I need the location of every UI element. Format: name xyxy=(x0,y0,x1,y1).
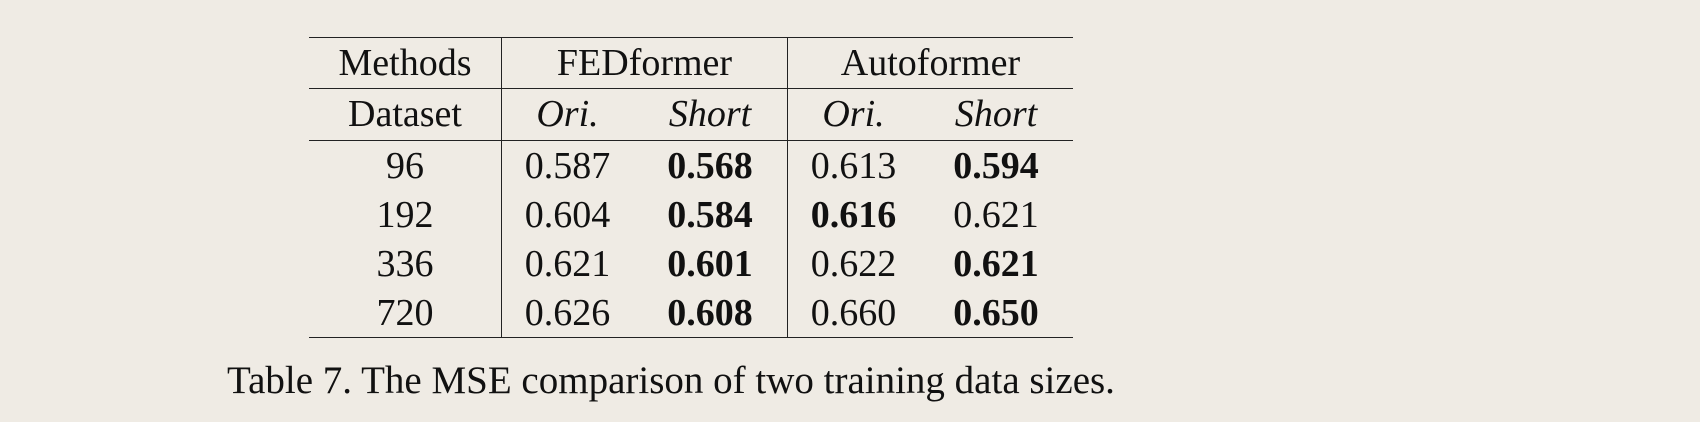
autoformer-group-header: Autoformer xyxy=(787,37,1073,89)
autoformer-ori-cell: 0.622 xyxy=(787,239,919,288)
table-row: 192 0.604 0.584 0.616 0.621 xyxy=(309,190,1073,239)
fedformer-ori-header: Ori. xyxy=(501,88,633,141)
autoformer-ori-header: Ori. xyxy=(787,88,919,141)
autoformer-short-cell: 0.650 xyxy=(919,288,1073,338)
dataset-cell: 336 xyxy=(376,242,434,285)
fedformer-short-cell: 0.608 xyxy=(633,288,788,338)
table-subheader-row: Dataset Ori. Short Ori. Short xyxy=(309,88,1073,141)
fedformer-short-cell: 0.601 xyxy=(667,242,753,285)
autoformer-ori-cell: 0.660 xyxy=(787,288,919,338)
fedformer-ori-cell: 0.587 xyxy=(501,140,633,190)
fedformer-short-cell: 0.568 xyxy=(667,144,753,187)
fedformer-ori-cell: 0.621 xyxy=(501,239,633,288)
fedformer-short-header: Short xyxy=(633,88,788,141)
fedformer-ori-cell: 0.626 xyxy=(501,288,633,338)
dataset-cell: 720 xyxy=(309,288,502,338)
autoformer-ori-cell: 0.613 xyxy=(787,140,919,190)
table-header-row: Methods FEDformer Autoformer xyxy=(309,37,1073,89)
table-caption: Table 7. The MSE comparison of two train… xyxy=(227,359,1115,402)
table-row: 720 0.626 0.608 0.660 0.650 xyxy=(309,288,1073,338)
autoformer-ori-cell: 0.616 xyxy=(787,190,919,239)
fedformer-short-cell: 0.584 xyxy=(667,193,753,236)
table-row: 336 0.621 0.601 0.622 0.621 xyxy=(309,239,1073,288)
table-row: 96 0.587 0.568 0.613 0.594 xyxy=(309,140,1073,190)
mse-comparison-table: Methods FEDformer Autoformer Dataset Ori… xyxy=(309,37,1073,338)
autoformer-short-header: Short xyxy=(919,88,1073,141)
autoformer-short-cell: 0.621 xyxy=(953,242,1039,285)
methods-header: Methods xyxy=(309,37,502,89)
dataset-cell: 96 xyxy=(386,144,424,187)
autoformer-short-cell: 0.621 xyxy=(953,193,1039,236)
results-table-container: Methods FEDformer Autoformer Dataset Ori… xyxy=(309,37,1073,338)
dataset-header: Dataset xyxy=(309,88,502,141)
autoformer-short-cell: 0.594 xyxy=(953,144,1039,187)
fedformer-group-header: FEDformer xyxy=(501,37,788,89)
dataset-cell: 192 xyxy=(376,193,434,236)
fedformer-ori-cell: 0.604 xyxy=(501,190,633,239)
